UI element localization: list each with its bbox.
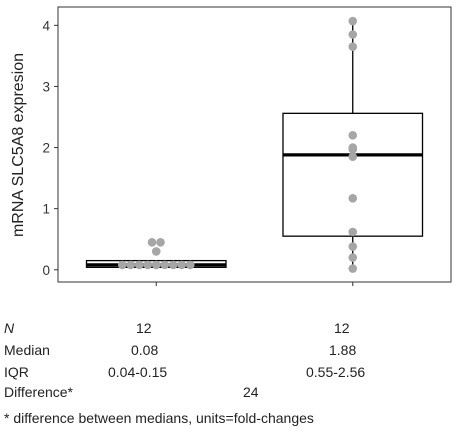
data-point	[348, 193, 358, 203]
data-point	[160, 260, 170, 270]
data-point	[117, 260, 127, 270]
data-point	[151, 260, 161, 270]
data-point	[151, 247, 161, 256]
data-point	[348, 152, 358, 162]
stat-difference-value: 24	[243, 384, 259, 400]
data-point	[147, 237, 157, 247]
data-point	[348, 145, 358, 154]
stat-median-label: Median	[4, 342, 50, 358]
stat-n-label: N	[4, 320, 15, 336]
data-point	[348, 16, 358, 26]
stat-n-noninfected: 12	[334, 320, 350, 336]
y-tick-label: 3	[42, 79, 50, 94]
stat-median-infected: 0.08	[131, 342, 159, 358]
data-point	[348, 30, 358, 39]
stat-iqr-noninfected: 0.55-2.56	[306, 364, 366, 380]
y-tick-label: 4	[42, 18, 50, 33]
data-point	[143, 260, 153, 270]
data-point	[348, 131, 358, 140]
x-tick-label: Infected	[130, 289, 183, 290]
data-point	[134, 260, 144, 270]
stat-median-noninfected: 1.88	[329, 342, 357, 358]
data-point	[156, 237, 165, 247]
box-plot-chart: 0 1 2 3 4 Infected Non−infected mRNA SLC5A8 ex…	[10, 6, 452, 290]
y-axis-label: mRNA SLC5A8 expresion	[10, 53, 27, 237]
data-point	[348, 227, 358, 237]
data-point	[168, 260, 178, 270]
y-tick-label: 1	[42, 202, 50, 217]
x-tick-label: Non−infected	[308, 289, 397, 290]
data-point	[126, 260, 136, 270]
stat-n-infected: 12	[136, 320, 152, 336]
y-tick-label: 2	[42, 141, 50, 156]
plot-marks	[85, 16, 424, 273]
stat-iqr-infected: 0.04-0.15	[108, 364, 168, 380]
data-point	[185, 260, 195, 270]
data-point	[348, 242, 358, 251]
y-tick-label: 0	[42, 263, 50, 278]
stat-iqr-label: IQR	[4, 364, 29, 380]
data-point	[348, 253, 358, 262]
stat-difference-label: Difference*	[4, 384, 74, 400]
data-point	[348, 42, 358, 52]
stats-footnote: * difference between medians, units=fold…	[4, 410, 314, 426]
plot-axes: 0 1 2 3 4 Infected Non−infected	[42, 18, 397, 290]
data-point	[348, 264, 358, 273]
data-point	[177, 260, 187, 270]
